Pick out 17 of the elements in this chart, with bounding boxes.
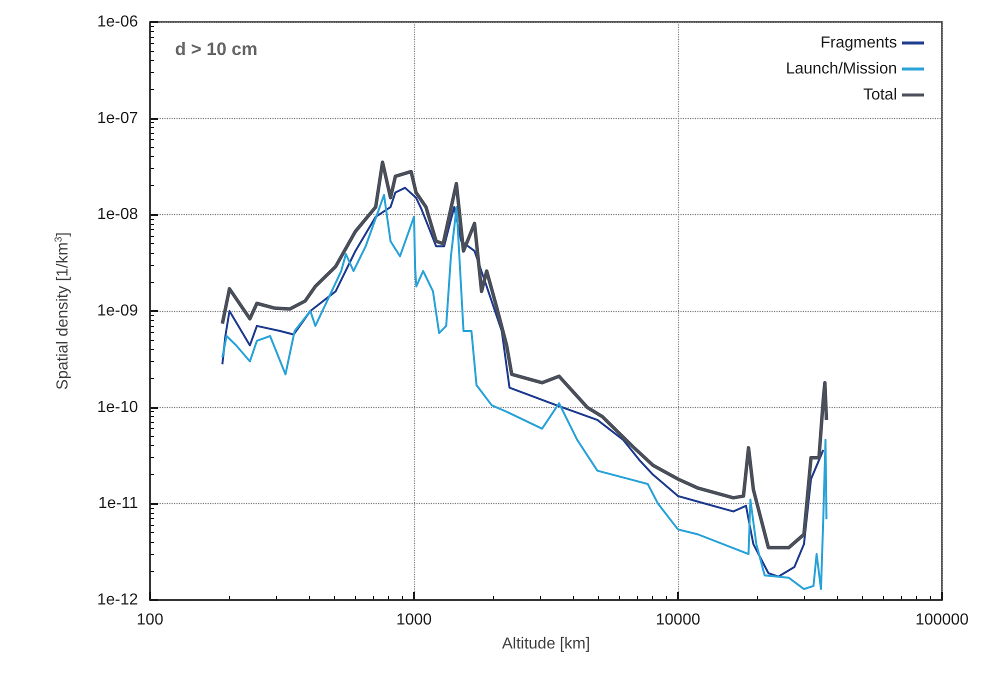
annotation: d > 10 cm [175, 39, 258, 59]
y-tick-label: 1e-06 [97, 14, 138, 30]
y-tick-label: 1e-11 [98, 495, 138, 512]
legend-label: Launch/Mission [786, 60, 897, 78]
x-tick-label: 100000 [915, 612, 969, 628]
legend-label: Fragments [820, 34, 897, 52]
y-tick-label: 1e-08 [97, 206, 138, 224]
legend-label: Total [863, 86, 897, 104]
y-tick-label: 1e-10 [97, 398, 138, 416]
x-tick-label: 1000 [396, 612, 432, 628]
y-tick-label: 1e-07 [97, 110, 138, 127]
y-tick-label: 1e-12 [97, 592, 138, 608]
x-tick-label: 100 [136, 612, 164, 628]
y-tick-label: 1e-09 [97, 302, 138, 320]
y-axis-title: Spatial density [1/km3] [54, 232, 72, 390]
x-tick-label: 10000 [656, 612, 700, 628]
x-axis-title: Altitude [km] [502, 636, 590, 652]
